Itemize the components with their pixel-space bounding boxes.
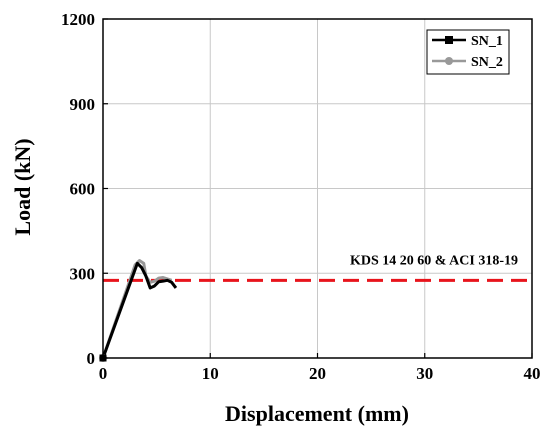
y-tick-label: 0: [87, 349, 96, 368]
x-tick-label: 30: [416, 364, 433, 383]
y-axis-title: Load (kN): [10, 138, 35, 235]
y-tick-label: 300: [70, 264, 96, 283]
x-tick-label: 20: [309, 364, 326, 383]
legend-sn2-marker: [445, 57, 453, 65]
x-axis-title: Displacement (mm): [225, 401, 409, 426]
y-tick-label: 600: [70, 180, 96, 199]
axis-ticks: 0 10 20 30 40 0 300 600 900 1200: [61, 10, 541, 383]
series-line-sn1: [101, 261, 178, 359]
legend-sn2-label: SN_2: [471, 55, 503, 70]
x-tick-label: 40: [524, 364, 541, 383]
y-tick-label: 1200: [61, 10, 95, 29]
series-group: [99, 259, 178, 362]
legend-box: [426, 29, 510, 75]
y-tick-label: 900: [70, 95, 96, 114]
legend-sn1-label: SN_1: [471, 34, 503, 49]
reference-line-label: KDS 14 20 60 & ACI 318-19: [350, 253, 518, 268]
legend-sn1-marker: [445, 36, 453, 44]
legend: SN_1 SN_2: [426, 29, 510, 75]
x-tick-label: 10: [202, 364, 219, 383]
x-tick-label: 0: [99, 364, 108, 383]
series-line-sn2: [101, 259, 173, 359]
grid-lines: [103, 19, 532, 358]
